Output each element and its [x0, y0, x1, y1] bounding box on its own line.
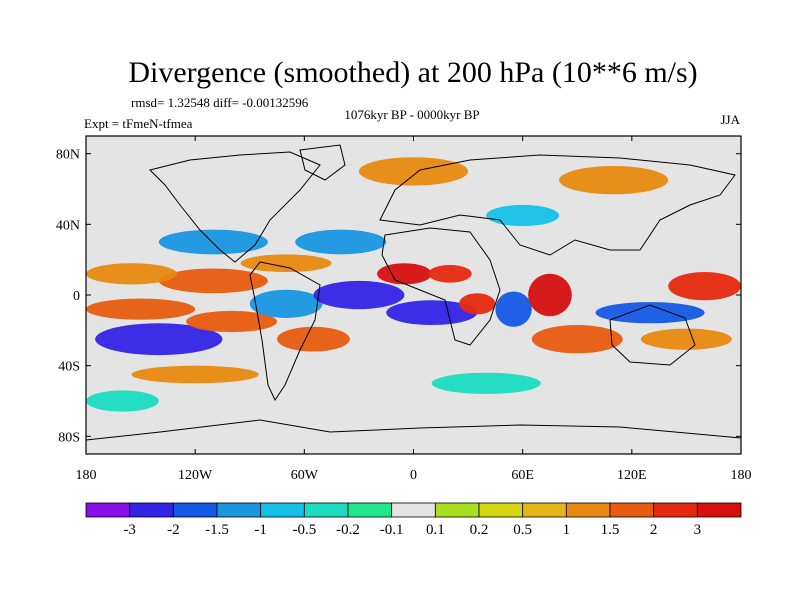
contour-region-20	[640, 328, 732, 350]
contour-fills	[86, 157, 741, 412]
colorbar-label: -2	[167, 522, 180, 538]
colorbar-swatch	[434, 502, 480, 518]
coastline-australia	[609, 304, 696, 366]
contour-region-21	[131, 365, 259, 384]
contour-region-16	[528, 273, 572, 317]
contour-region-3	[86, 263, 177, 285]
contour-region-7	[186, 310, 278, 333]
colorbar-swatch	[347, 502, 393, 518]
x-tick-label: 120E	[617, 468, 647, 483]
contour-region-1	[86, 298, 196, 320]
contour-region-12	[377, 263, 432, 285]
colorbar-label: 2	[650, 522, 658, 538]
colorbar-label: -0.5	[292, 522, 316, 538]
x-tick-label: 180	[731, 468, 752, 483]
colorbar-label: 1.5	[601, 522, 620, 538]
colorbar: -3 -2 -1.5 -1 -0.5 -0.2 -0.1 0.1 0.2 0.5 1 1.5 2 3	[85, 502, 742, 538]
colorbar-label: 0.2	[470, 522, 489, 538]
colorbar-swatch	[85, 502, 131, 518]
axes: 180 120W 60W 0 60E 120E 180 80N 40N 0 40S 80S	[56, 136, 752, 483]
y-tick-label: 40S	[58, 360, 80, 375]
colorbar-swatch	[478, 502, 524, 518]
contour-region-25	[86, 390, 159, 412]
coastline-africa	[381, 227, 501, 346]
y-tick-label: 80N	[56, 148, 80, 163]
colorbar-swatch	[129, 502, 174, 518]
contour-region-26	[431, 372, 541, 394]
season-label: JJA	[720, 112, 740, 127]
x-tick-label: 60W	[291, 468, 319, 483]
contour-region-4	[158, 229, 268, 255]
contour-region-18	[595, 302, 705, 324]
chart-title: Divergence (smoothed) at 200 hPa (10**6 …	[128, 56, 697, 89]
colorbar-label: 3	[694, 522, 702, 538]
colorbar-label: -0.2	[336, 522, 360, 538]
period-label: 1076kyr BP - 0000kyr BP	[344, 107, 479, 122]
colorbar-label: 1	[563, 522, 571, 538]
y-tick-label: 80S	[58, 430, 80, 445]
contour-region-17	[531, 325, 623, 354]
colorbar-label: -0.1	[380, 522, 404, 538]
contour-region-5	[295, 229, 387, 255]
coastline-north-america	[149, 151, 321, 263]
colorbar-swatch	[696, 502, 742, 518]
contour-region-9	[277, 326, 350, 352]
colorbar-label: 0.1	[426, 522, 445, 538]
contour-region-6	[240, 254, 332, 273]
colorbar-swatch	[653, 502, 698, 518]
contour-region-22	[358, 157, 469, 186]
x-tick-label: 60E	[511, 468, 534, 483]
coastlines	[86, 144, 741, 441]
colorbar-label: -3	[123, 522, 136, 538]
coastline-greenland	[299, 144, 346, 181]
coastline-eurasia	[379, 154, 736, 256]
colorbar-swatch	[172, 502, 218, 518]
contour-region-15	[495, 291, 532, 327]
colorbar-swatch	[565, 502, 611, 518]
contour-region-24	[486, 204, 560, 227]
contour-region-8	[249, 289, 323, 318]
contour-region-2	[158, 268, 268, 294]
coastline-antarctica	[86, 419, 741, 441]
y-tick-label: 40N	[56, 218, 80, 233]
divergence-map	[86, 136, 741, 454]
x-tick-label: 180	[76, 468, 97, 483]
contour-region-13	[428, 264, 472, 283]
stats-text: rmsd= 1.32548 diff= -0.00132596	[131, 95, 309, 110]
colorbar-label: -1	[254, 522, 267, 538]
colorbar-swatch	[303, 502, 349, 518]
colorbar-swatch	[609, 502, 655, 518]
experiment-label: Expt = tFmeN-tfmea	[84, 116, 193, 131]
contour-region-19	[668, 272, 741, 301]
colorbar-swatch	[260, 502, 305, 518]
x-tick-label: 120W	[178, 468, 213, 483]
colorbar-swatch	[522, 502, 567, 518]
coastline-south-america	[249, 261, 321, 402]
x-tick-label: 0	[410, 468, 417, 483]
colorbar-label: 0.5	[513, 522, 532, 538]
contour-region-11	[386, 300, 478, 326]
contour-region-10	[313, 280, 405, 310]
contour-region-14	[458, 293, 496, 315]
colorbar-label: -1.5	[205, 522, 229, 538]
colorbar-swatch	[216, 502, 262, 518]
contour-region-23	[559, 166, 669, 195]
contour-region-0	[95, 323, 223, 356]
colorbar-swatch	[391, 502, 436, 518]
y-tick-label: 0	[73, 289, 80, 304]
